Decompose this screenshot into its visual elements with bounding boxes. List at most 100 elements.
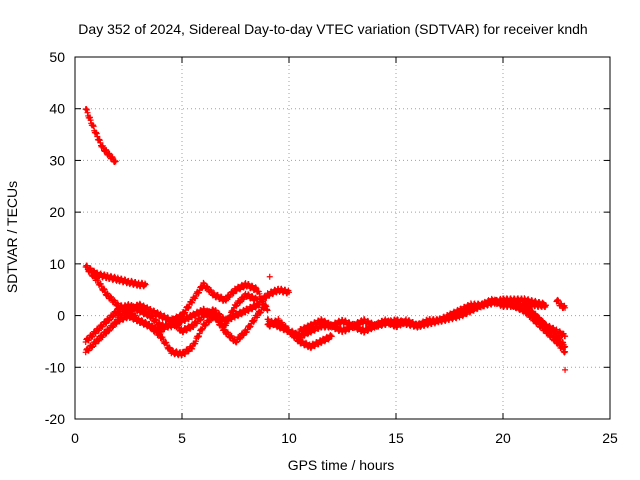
data-point — [157, 310, 164, 317]
data-point — [189, 345, 196, 352]
data-points — [82, 105, 569, 373]
data-point — [302, 339, 309, 346]
data-point — [175, 316, 182, 323]
data-point — [185, 305, 192, 312]
data-point — [364, 328, 371, 335]
data-point — [90, 271, 97, 278]
data-point — [269, 291, 276, 298]
data-point — [466, 309, 473, 316]
data-point — [539, 318, 546, 325]
data-point — [202, 322, 209, 329]
data-point — [522, 301, 529, 308]
data-point — [105, 327, 112, 334]
data-point — [449, 316, 456, 323]
data-point — [286, 289, 292, 296]
data-point — [368, 326, 375, 333]
data-point — [192, 338, 199, 345]
data-point — [200, 279, 207, 286]
data-point — [112, 158, 119, 165]
data-point — [200, 314, 207, 321]
data-point — [160, 336, 167, 343]
data-point — [100, 285, 107, 292]
data-point — [92, 330, 99, 337]
data-point — [140, 302, 147, 309]
data-point — [264, 307, 271, 314]
data-point — [105, 317, 112, 324]
data-point — [92, 340, 99, 347]
data-point — [525, 304, 532, 311]
y-tick-label: 40 — [49, 101, 65, 117]
data-point — [102, 146, 109, 153]
data-point — [562, 304, 569, 311]
axis-ticks — [74, 56, 611, 420]
data-point — [204, 283, 211, 290]
data-point — [236, 299, 243, 306]
data-point — [263, 306, 270, 313]
data-point — [138, 317, 145, 324]
data-point — [557, 300, 564, 307]
data-point — [90, 122, 97, 129]
data-point — [185, 303, 192, 310]
data-point — [235, 313, 242, 320]
x-tick-label: 0 — [71, 430, 79, 446]
data-point — [236, 335, 243, 342]
data-point — [87, 117, 94, 124]
data-point — [301, 332, 308, 339]
data-point — [105, 150, 112, 157]
data-point — [195, 333, 202, 340]
y-tick-label: 50 — [49, 49, 65, 65]
x-tick-label: 15 — [388, 430, 404, 446]
data-point — [352, 322, 359, 329]
data-point — [318, 315, 325, 322]
data-point — [318, 340, 325, 347]
data-point — [141, 280, 148, 287]
data-point — [91, 272, 98, 279]
data-point — [183, 327, 190, 334]
data-point — [121, 311, 128, 318]
data-point — [154, 309, 161, 316]
data-point — [556, 328, 563, 335]
data-point — [333, 322, 340, 329]
x-tick-label: 10 — [281, 430, 297, 446]
data-point — [196, 330, 203, 337]
data-point — [94, 277, 101, 284]
data-point — [554, 296, 561, 303]
data-point — [289, 327, 296, 334]
data-point — [511, 300, 518, 307]
y-tick-label: 30 — [49, 152, 65, 168]
data-point — [299, 328, 306, 335]
data-point — [246, 324, 253, 331]
data-point — [102, 330, 109, 337]
data-point — [181, 310, 188, 317]
data-point — [282, 322, 289, 329]
data-point — [394, 316, 401, 323]
data-point — [83, 106, 90, 113]
data-point — [103, 147, 110, 154]
data-point — [474, 306, 481, 313]
data-point — [562, 348, 569, 355]
data-point — [542, 321, 549, 328]
data-point — [251, 317, 258, 324]
data-point — [248, 306, 255, 313]
data-point — [192, 313, 199, 320]
data-point — [142, 318, 149, 325]
data-point — [561, 344, 568, 351]
data-point — [185, 348, 192, 355]
data-point — [88, 344, 95, 351]
data-point — [185, 316, 192, 323]
data-point — [233, 303, 240, 310]
data-point — [308, 345, 315, 352]
data-point — [521, 295, 528, 302]
y-tick-label: 20 — [49, 204, 65, 220]
y-axis-label: SDTVAR / TECUs — [4, 181, 20, 293]
x-tick-label: 5 — [178, 430, 186, 446]
data-point — [561, 349, 568, 356]
data-point — [83, 105, 90, 112]
x-tick-label: 20 — [495, 430, 511, 446]
data-point — [178, 314, 185, 321]
data-point — [302, 326, 309, 333]
data-point — [562, 366, 569, 373]
data-point — [484, 302, 491, 309]
data-point — [385, 321, 392, 328]
data-point — [308, 329, 315, 336]
